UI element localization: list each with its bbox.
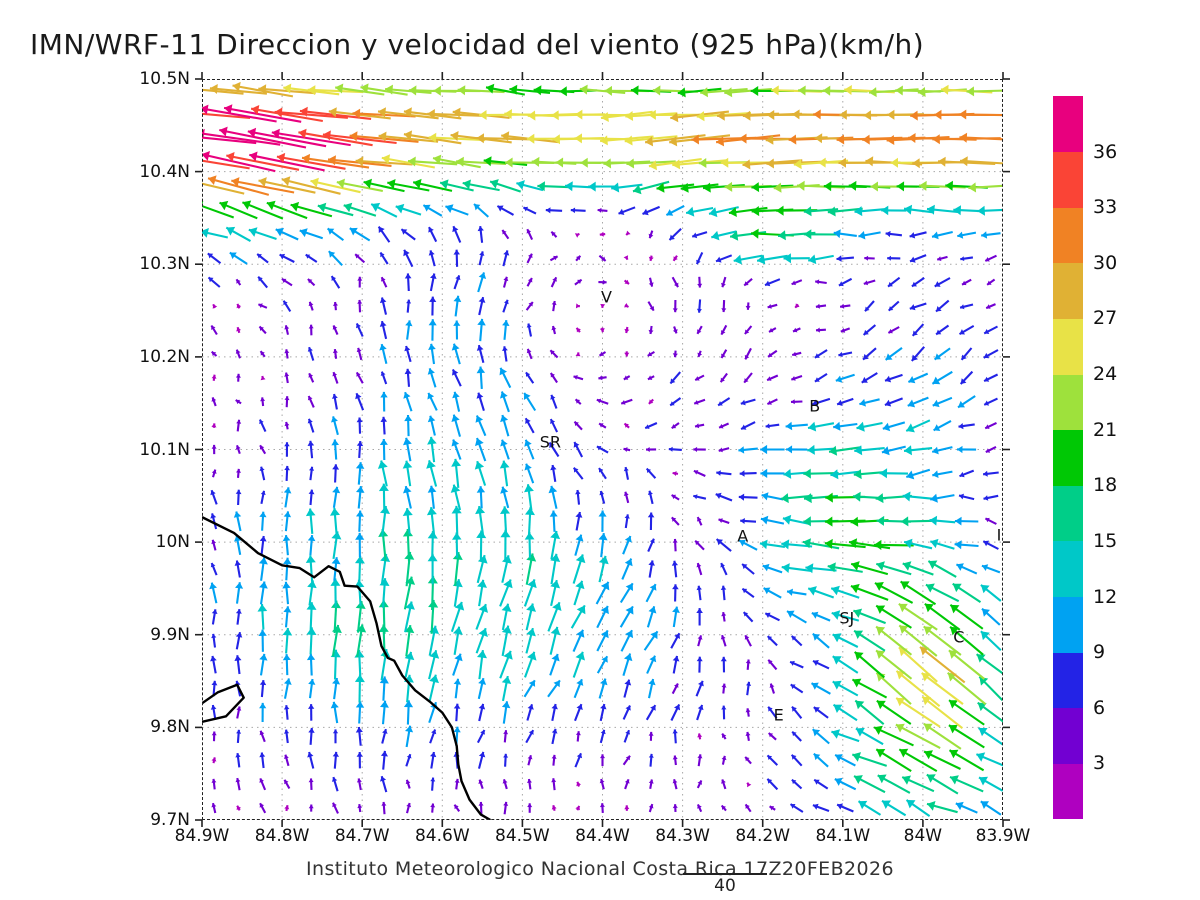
wind-vector-field	[202, 81, 1003, 817]
footer-credit: Instituto Meteorologico Nacional Costa R…	[306, 858, 894, 880]
reference-vector-line	[683, 873, 767, 875]
y-axis-tick-label: 9.9N	[150, 624, 190, 645]
colorbar-tick-label: 18	[1093, 474, 1118, 497]
colorbar-tick-label: 12	[1093, 585, 1118, 608]
colorbar: 3 6 9 12 15 18 21 24 27 30 33 36	[1053, 96, 1117, 820]
x-axis-tick-label: 84.6W	[414, 826, 470, 846]
colorbar-tick-label: 33	[1093, 196, 1118, 219]
x-axis-tick-label: 84W	[903, 826, 943, 846]
colorbar-band	[1053, 596, 1083, 653]
colorbar-band	[1053, 652, 1083, 709]
x-axis-tick-label: 84.3W	[655, 826, 710, 846]
y-axis-tick-label: 9.7N	[150, 810, 190, 830]
map-label-v: V	[601, 287, 612, 307]
colorbar-band	[1053, 96, 1083, 153]
map-label-sj: SJ	[839, 608, 855, 628]
plot-canvas	[202, 79, 1003, 820]
x-axis-tick-label: 84.5W	[495, 826, 550, 846]
colorbar-tick-label: 9	[1093, 641, 1106, 664]
x-axis-tick-label: 84.1W	[815, 826, 871, 846]
x-axis-tick-label: 84.4W	[575, 826, 630, 846]
map-label-sr: SR	[539, 432, 562, 452]
colorbar-tick-label: 27	[1093, 307, 1118, 330]
colorbar-band	[1053, 262, 1083, 319]
colorbar-tick-label: 3	[1093, 752, 1106, 775]
colorbar-tick-label: 15	[1093, 529, 1118, 552]
x-axis-tick-label: 84.9W	[174, 826, 230, 846]
y-axis-tick-label: 10.3N	[139, 254, 190, 275]
colorbar-band	[1053, 540, 1083, 598]
y-axis-tick-label: 10.5N	[139, 69, 190, 89]
reference-vector-label: 40	[714, 876, 736, 896]
x-axis-tick-label: 84.8W	[254, 826, 310, 846]
colorbar-tick-label: 30	[1093, 251, 1118, 274]
map-label-a: A	[737, 526, 749, 546]
x-axis-tick-label: 84.7W	[334, 826, 390, 846]
map-label-i: I	[996, 525, 1002, 545]
colorbar-band	[1053, 374, 1083, 431]
colorbar-band	[1053, 207, 1083, 264]
colorbar-tick-label: 6	[1093, 696, 1106, 719]
colorbar-tick-label: 36	[1093, 140, 1118, 163]
wind-map-plot: V SR B A I SJ C E 10.5N 10.4N 10.3N 10.2N 10.1N 10N 9…	[139, 69, 1030, 846]
colorbar-band	[1053, 318, 1083, 375]
colorbar-tick-label: 24	[1093, 363, 1118, 386]
y-axis-tick-label: 10N	[155, 532, 190, 553]
colorbar-band	[1053, 485, 1083, 542]
y-axis-tick-label: 9.8N	[150, 717, 190, 738]
y-axis-tick-label: 10.1N	[139, 439, 190, 460]
y-axis-tick-label: 10.2N	[139, 346, 190, 367]
colorbar-band	[1053, 151, 1083, 208]
colorbar-band	[1053, 429, 1083, 486]
colorbar-tick-label: 21	[1093, 418, 1118, 441]
map-label-e: E	[773, 705, 784, 725]
colorbar-band	[1053, 707, 1083, 764]
map-label-c: C	[953, 627, 965, 647]
coastline	[202, 516, 491, 820]
x-axis-tick-label: 84.2W	[735, 826, 791, 846]
y-axis-tick-label: 10.4N	[139, 161, 190, 182]
x-axis-tick-label: 83.9W	[975, 826, 1031, 846]
page-title: IMN/WRF-11 Direccion y velocidad del vie…	[30, 28, 925, 61]
map-label-b: B	[809, 396, 821, 416]
colorbar-band	[1053, 763, 1083, 820]
